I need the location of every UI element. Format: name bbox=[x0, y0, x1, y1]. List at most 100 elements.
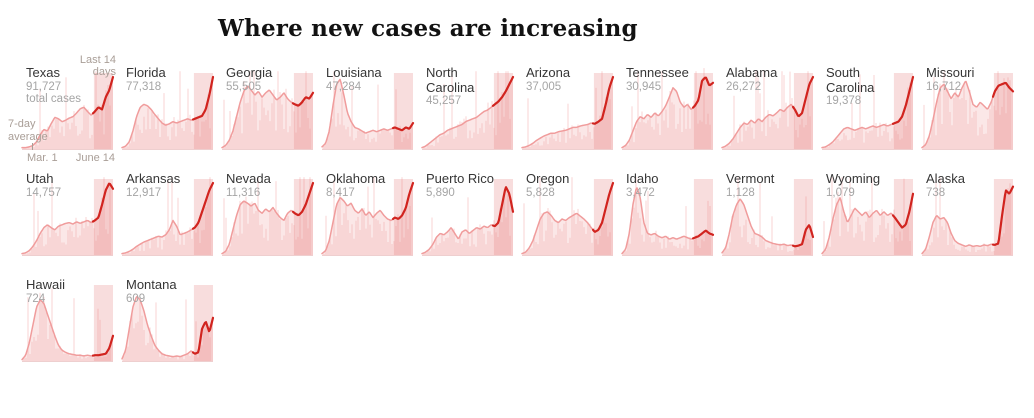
state-tile-nevada: Nevada 11,316 bbox=[221, 171, 315, 257]
state-chart bbox=[421, 179, 515, 256]
state-name: Georgia bbox=[226, 65, 273, 80]
state-name: Florida bbox=[126, 65, 166, 80]
state-tile-oregon: Oregon 5,828 bbox=[521, 171, 615, 257]
state-name: Oregon bbox=[526, 171, 570, 186]
daily-bars bbox=[923, 71, 1011, 149]
last-14-days-line bbox=[91, 182, 115, 223]
last-14-days-band bbox=[193, 179, 213, 255]
total-cases-count: 14,757 bbox=[26, 186, 62, 199]
last-14-days-line bbox=[591, 75, 615, 125]
state-tile-florida: Florida 77,318 bbox=[121, 65, 215, 151]
last-14-days-band bbox=[693, 73, 713, 149]
state-label-block: Montana 609 bbox=[126, 277, 208, 305]
state-chart bbox=[221, 177, 315, 256]
x-axis-end-date: June 14 bbox=[75, 152, 115, 164]
last-14-days-line bbox=[191, 316, 215, 355]
state-label-block: Missouri 16,712 bbox=[926, 65, 1008, 93]
state-label-block: South Carolina 19,378 bbox=[826, 65, 908, 108]
daily-bars bbox=[223, 177, 311, 255]
total-cases-count: 5,890 bbox=[426, 186, 455, 199]
state-label-block: Louisiana 47,284 bbox=[326, 65, 408, 93]
total-cases-count: 37,005 bbox=[526, 80, 562, 93]
state-name: Louisiana bbox=[326, 65, 382, 80]
last-14-days-annotation: Last 14 days bbox=[79, 54, 116, 79]
state-name: Utah bbox=[26, 171, 54, 186]
last-14-days-line bbox=[91, 75, 115, 115]
state-chart bbox=[521, 177, 615, 256]
total-cases-count: 609 bbox=[126, 292, 146, 305]
state-chart bbox=[21, 177, 115, 256]
state-tile-alabama: Alabama 26,272 bbox=[721, 65, 815, 151]
state-chart bbox=[321, 177, 415, 256]
state-label-block: Alaska 738 bbox=[926, 171, 1008, 199]
state-label-block: Idaho 3,472 bbox=[626, 171, 708, 199]
state-label-block: Alabama 26,272 bbox=[726, 65, 808, 93]
state-name: Alaska bbox=[926, 171, 966, 186]
state-chart bbox=[21, 71, 115, 150]
state-name: Arizona bbox=[526, 65, 571, 80]
total-cases-count: 91,727 bbox=[26, 80, 62, 93]
state-label-block: Puerto Rico 5,890 bbox=[426, 171, 508, 199]
last-14-days-line bbox=[291, 91, 315, 107]
daily-bars bbox=[923, 177, 1011, 255]
last-14-days-line bbox=[191, 75, 215, 121]
state-chart bbox=[21, 285, 115, 362]
daily-bars bbox=[323, 71, 411, 149]
state-tile-arkansas: Arkansas 12,917 bbox=[121, 171, 215, 257]
state-chart bbox=[121, 177, 215, 256]
state-tile-tennessee: Tennessee 30,945 bbox=[621, 65, 715, 151]
state-name: Puerto Rico bbox=[426, 171, 494, 186]
state-label-block: Texas 91,727 total cases bbox=[26, 65, 108, 106]
daily-bars bbox=[223, 71, 311, 149]
last-14-days-line bbox=[591, 181, 615, 233]
total-cases-count: 47,284 bbox=[326, 80, 362, 93]
state-name: Vermont bbox=[726, 171, 775, 186]
state-name: Hawaii bbox=[26, 277, 66, 292]
total-cases-count: 724 bbox=[26, 292, 46, 305]
state-name: Texas bbox=[26, 65, 60, 80]
last-14-days-band bbox=[293, 73, 313, 149]
state-label-block: Wyoming 1,079 bbox=[826, 171, 908, 199]
total-cases-count: 19,378 bbox=[826, 95, 862, 108]
total-cases-count: 45,257 bbox=[426, 95, 462, 108]
total-cases-count: 11,316 bbox=[226, 186, 261, 199]
state-chart bbox=[921, 177, 1015, 256]
state-chart bbox=[821, 177, 915, 256]
annotation-pointer-tick bbox=[32, 143, 33, 150]
last-14-days-line bbox=[191, 181, 215, 230]
state-tile-alaska: Alaska 738 bbox=[921, 171, 1015, 257]
last-14-days-band bbox=[193, 285, 213, 361]
total-cases-suffix: total cases bbox=[26, 93, 81, 106]
state-name: Wyoming bbox=[826, 171, 881, 186]
state-chart bbox=[321, 71, 415, 150]
state-tile-texas: Texas 91,727 total cases Last 14 days 7-day … bbox=[8, 54, 116, 164]
daily-bars bbox=[523, 177, 611, 255]
state-label-block: Utah 14,757 bbox=[26, 171, 108, 199]
state-chart bbox=[721, 177, 815, 256]
state-label-block: Tennessee 30,945 bbox=[626, 65, 708, 93]
state-tile-oklahoma: Oklahoma 8,417 bbox=[321, 171, 415, 257]
state-label-block: Arkansas 12,917 bbox=[126, 171, 208, 199]
state-chart bbox=[721, 71, 815, 150]
total-cases-count: 55,505 bbox=[226, 80, 262, 93]
charts-grid: Texas 91,727 total cases Last 14 days 7-day … bbox=[8, 54, 1034, 363]
total-cases-count: 1,079 bbox=[826, 186, 855, 199]
total-cases-count: 5,828 bbox=[526, 186, 555, 199]
state-name: Oklahoma bbox=[326, 171, 386, 186]
total-cases-count: 30,945 bbox=[626, 80, 662, 93]
state-name: Nevada bbox=[226, 171, 271, 186]
state-chart bbox=[621, 68, 715, 150]
state-label-block: North Carolina 45,257 bbox=[426, 65, 508, 108]
state-tile-puerto-rico: Puerto Rico 5,890 bbox=[421, 171, 515, 257]
state-name: North Carolina bbox=[426, 65, 475, 95]
last-14-days-line bbox=[391, 122, 415, 132]
state-chart bbox=[921, 71, 1015, 150]
last-14-days-line bbox=[791, 75, 815, 118]
daily-bars bbox=[23, 288, 111, 361]
state-name: Alabama bbox=[726, 65, 778, 80]
state-chart bbox=[821, 73, 915, 150]
state-tile-wyoming: Wyoming 1,079 bbox=[821, 171, 915, 257]
page-title: Where new cases are increasing bbox=[218, 15, 638, 42]
state-chart bbox=[521, 71, 615, 150]
state-tile-vermont: Vermont 1,128 bbox=[721, 171, 815, 257]
